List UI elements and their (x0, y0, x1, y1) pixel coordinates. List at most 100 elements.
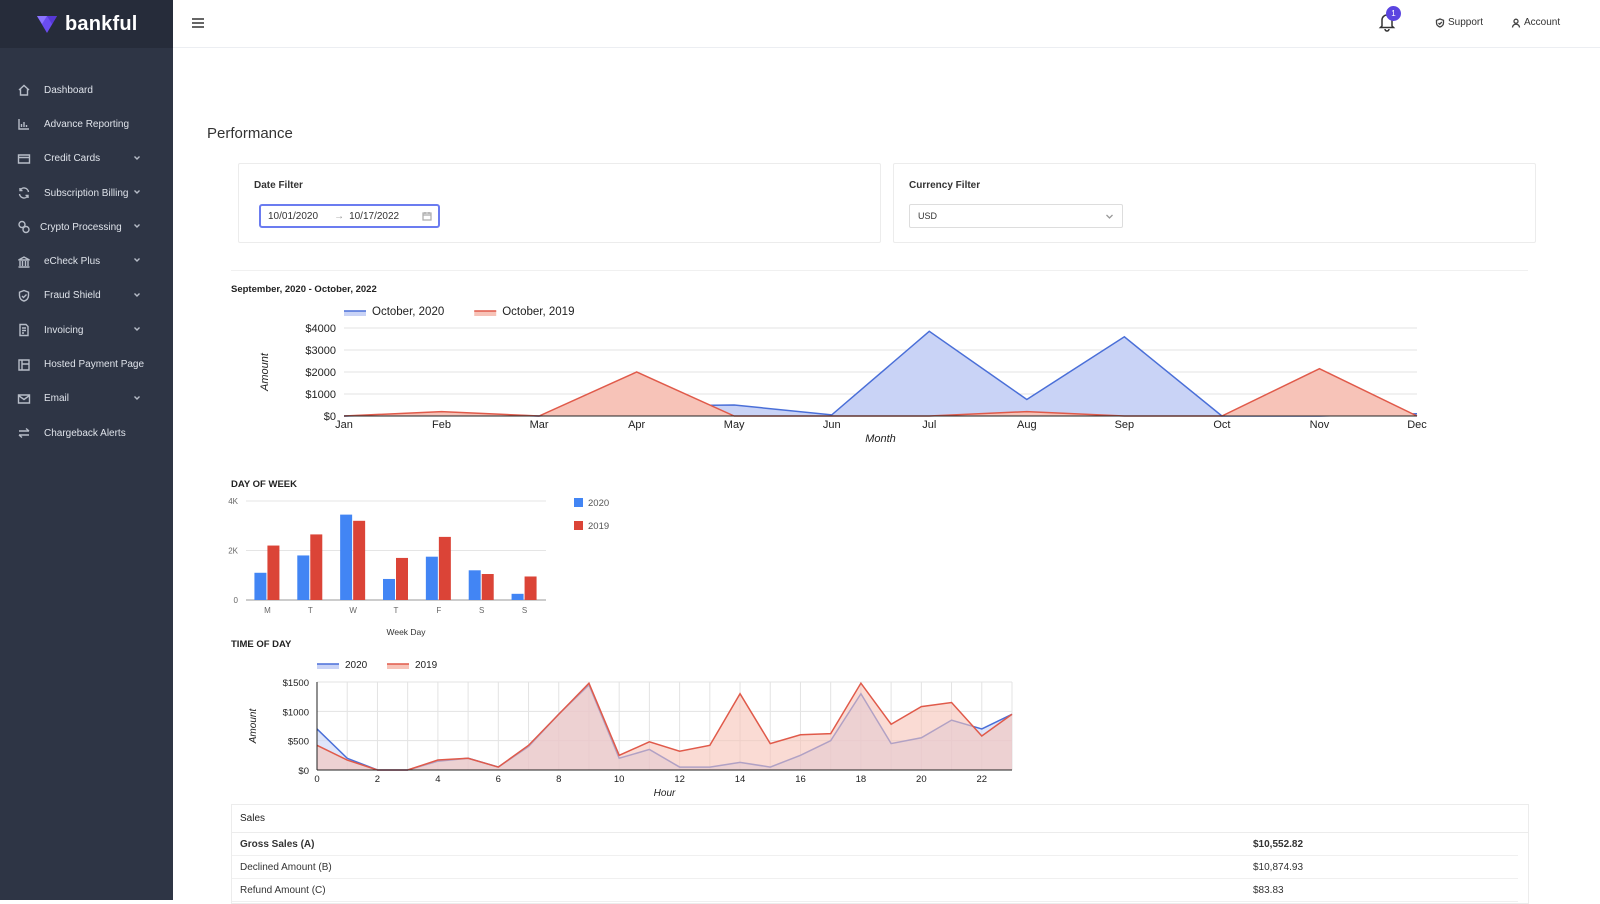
time-of-day-chart-title: TIME OF DAY (231, 639, 292, 650)
coins-icon (16, 219, 32, 235)
brand-name: bankful (65, 12, 138, 35)
x-tick-label: Aug (1017, 419, 1037, 431)
y-tick-label: $1000 (305, 389, 336, 401)
sidebar-item-label: Subscription Billing (44, 187, 129, 199)
y-tick-label: 0 (234, 596, 239, 605)
legend-entry: 2020 (345, 660, 368, 671)
x-tick-label: Apr (628, 419, 645, 431)
brand-logo[interactable]: bankful (0, 0, 173, 48)
x-tick-label: 12 (674, 774, 685, 785)
legend-swatch (387, 664, 409, 669)
sidebar-item-crypto-processing[interactable]: Crypto Processing (0, 210, 173, 244)
x-tick-label: 0 (314, 774, 319, 785)
y-tick-label: $500 (288, 737, 309, 748)
sidebar-item-email[interactable]: Email (0, 382, 173, 416)
shield-check-icon (1435, 17, 1445, 28)
bar-2019-5 (481, 574, 494, 600)
x-tick-label: Jun (823, 419, 841, 431)
sidebar-item-label: Hosted Payment Page (44, 359, 145, 371)
date-range-picker[interactable]: 10/01/2020 → 10/17/2022 (259, 204, 440, 228)
x-tick-label: Nov (1310, 419, 1330, 431)
y-tick-label: 4K (228, 497, 238, 506)
monthly-chart-title: September, 2020 - October, 2022 (231, 284, 377, 295)
legend-entry: 2020 (588, 498, 609, 509)
chevron-down-icon (133, 325, 141, 333)
sidebar-item-label: Dashboard (44, 84, 93, 96)
legend-entry: October, 2020 (372, 306, 444, 318)
table-row: Refund Amount (C) $83.83 (232, 879, 1518, 902)
sales-table: Sales Gross Sales (A) $10,552.82 Declined … (231, 804, 1529, 904)
chevron-down-icon (133, 154, 141, 162)
bar-2020-0 (254, 572, 267, 600)
bar-2020-1 (297, 555, 310, 600)
support-label: Support (1448, 17, 1484, 28)
sidebar-item-subscription-billing[interactable]: Subscription Billing (0, 176, 173, 210)
x-tick-label: S (522, 606, 527, 615)
bar-2020-4 (425, 556, 438, 600)
x-tick-label: 2 (375, 774, 380, 785)
y-tick-label: 2K (228, 547, 238, 556)
day-of-week-chart-title: DAY OF WEEK (231, 479, 297, 490)
sidebar-item-chargeback-alerts[interactable]: Chargeback Alerts (0, 416, 173, 450)
top-bar: 1 Support Account (173, 0, 1600, 48)
calendar-icon[interactable] (422, 211, 432, 221)
sidebar-item-label: Email (44, 393, 70, 405)
currency-filter-label: Currency Filter (909, 180, 981, 191)
bar-2019-1 (310, 534, 323, 600)
y-axis-label: Amount (248, 708, 259, 745)
date-filter-label: Date Filter (254, 180, 303, 191)
shield-icon (16, 288, 32, 304)
monthly-area-chart: $0 $1000 $2000 $3000 $4000 Jan Feb Mar Apr May Jun… (259, 306, 1427, 445)
sidebar-item-echeck-plus[interactable]: eCheck Plus (0, 244, 173, 278)
currency-select[interactable]: USD (909, 204, 1123, 228)
bankful-logo-icon (37, 16, 57, 33)
bar-2020-2 (340, 514, 353, 600)
x-tick-label: W (349, 606, 357, 615)
sidebar-item-fraud-shield[interactable]: Fraud Shield (0, 279, 173, 313)
date-start-input[interactable]: 10/01/2020 (268, 210, 319, 222)
swap-icon (16, 425, 32, 441)
document-icon (16, 322, 32, 338)
sidebar-item-credit-cards[interactable]: Credit Cards (0, 142, 173, 176)
bank-icon (16, 254, 32, 270)
x-axis-label: Hour (654, 788, 676, 799)
sidebar-item-dashboard[interactable]: Dashboard (0, 73, 173, 107)
menu-toggle-button[interactable] (191, 16, 205, 30)
credit-card-icon (16, 151, 32, 167)
legend-swatch (474, 311, 497, 316)
chevron-down-icon (133, 394, 141, 402)
y-axis-label: Amount (259, 352, 271, 392)
x-tick-label: Jan (335, 419, 353, 431)
x-tick-label: May (724, 419, 745, 431)
series-area-october-2019 (344, 368, 1417, 416)
chevron-down-icon (133, 188, 141, 196)
y-tick-label: $2000 (305, 367, 336, 379)
sidebar-item-label: Credit Cards (44, 153, 101, 165)
bar-2019-3 (396, 557, 408, 600)
table-row: Gross Sales (A) $10,552.82 (232, 833, 1518, 856)
sidebar-item-label: Fraud Shield (44, 290, 101, 302)
x-tick-label: 22 (976, 774, 987, 785)
support-link[interactable]: Support (1435, 17, 1483, 28)
sales-row-value: $10,874.93 (1253, 861, 1304, 873)
sidebar-nav: Dashboard Advance Reporting Credit Cards Su… (0, 48, 173, 450)
legend-swatch (574, 521, 583, 530)
x-tick-label: Jul (922, 419, 936, 431)
series-line-2019 (316, 681, 1013, 771)
sidebar-item-invoicing[interactable]: Invoicing (0, 313, 173, 347)
y-tick-label: $1000 (283, 707, 309, 718)
legend-entry: October, 2019 (502, 306, 574, 318)
sidebar-item-advance-reporting[interactable]: Advance Reporting (0, 107, 173, 141)
x-tick-label: S (479, 606, 484, 615)
date-end-input[interactable]: 10/17/2022 (349, 210, 400, 222)
bar-2019-4 (438, 536, 451, 600)
x-tick-label: 18 (856, 774, 867, 785)
legend-swatch (344, 311, 366, 316)
sidebar-item-label: Advance Reporting (44, 118, 130, 130)
sidebar-item-hosted-payment-page[interactable]: Hosted Payment Page (0, 347, 173, 381)
account-link[interactable]: Account (1511, 17, 1560, 28)
x-tick-label: Sep (1115, 419, 1135, 431)
section-divider (231, 270, 1528, 271)
sidebar-item-label: Crypto Processing (40, 221, 122, 233)
x-axis-label: Month (865, 433, 896, 445)
